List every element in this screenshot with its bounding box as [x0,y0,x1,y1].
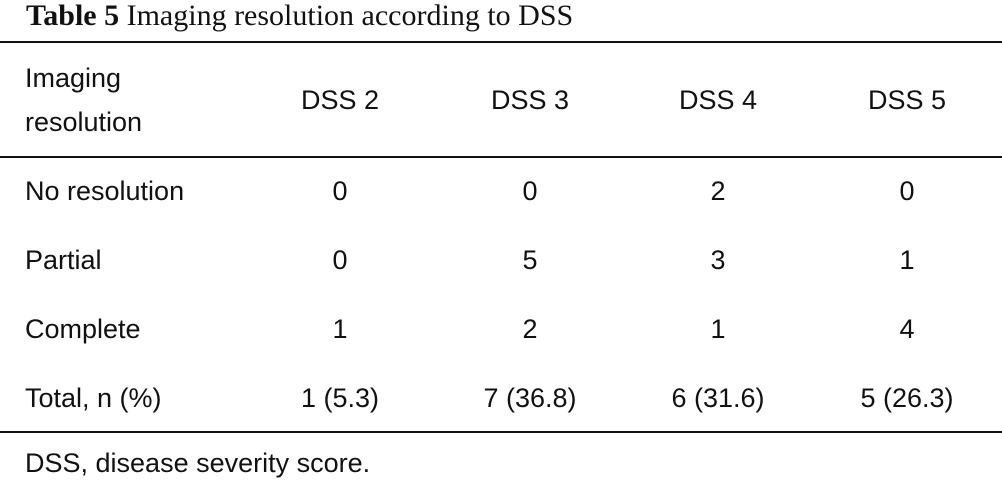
table-cell: 1 [899,245,915,275]
header-cell: DSS 3 [490,85,570,115]
table-caption: Table 5 Imaging resolution according to … [26,0,573,34]
table-cell: 5 [522,245,538,275]
header-rule [0,156,1002,158]
table-label: Table 5 [26,0,120,32]
table-cell: 0 [332,245,348,275]
table-cell: 0 [522,176,538,206]
row-label: No resolution [25,176,185,206]
table-cell: 3 [710,245,726,275]
header-cell: Imaging resolution [25,63,143,137]
table-title: Imaging resolution according to DSS [126,0,574,32]
table-cell: 7 (36.8) [483,383,577,413]
header-cell: DSS 5 [867,85,947,115]
table-cell: 2 [522,314,538,344]
table-cell: 1 (5.3) [300,383,380,413]
table-cell: 1 [332,314,348,344]
header-cell: DSS 2 [300,85,380,115]
table-cell: 2 [710,176,726,206]
row-label: Partial [25,245,102,275]
table-cell: 0 [899,176,915,206]
header-cell: DSS 4 [678,85,758,115]
footnote: DSS, disease severity score. [25,448,371,478]
bottom-rule [0,431,1002,433]
table-cell: 1 [710,314,726,344]
top-rule [0,41,1002,43]
table-cell: 4 [899,314,915,344]
row-label: Complete [25,314,141,344]
row-label: Total, n (%) [25,383,162,413]
table-cell: 0 [332,176,348,206]
table-cell: 6 (31.6) [671,383,765,413]
table-cell: 5 (26.3) [860,383,954,413]
